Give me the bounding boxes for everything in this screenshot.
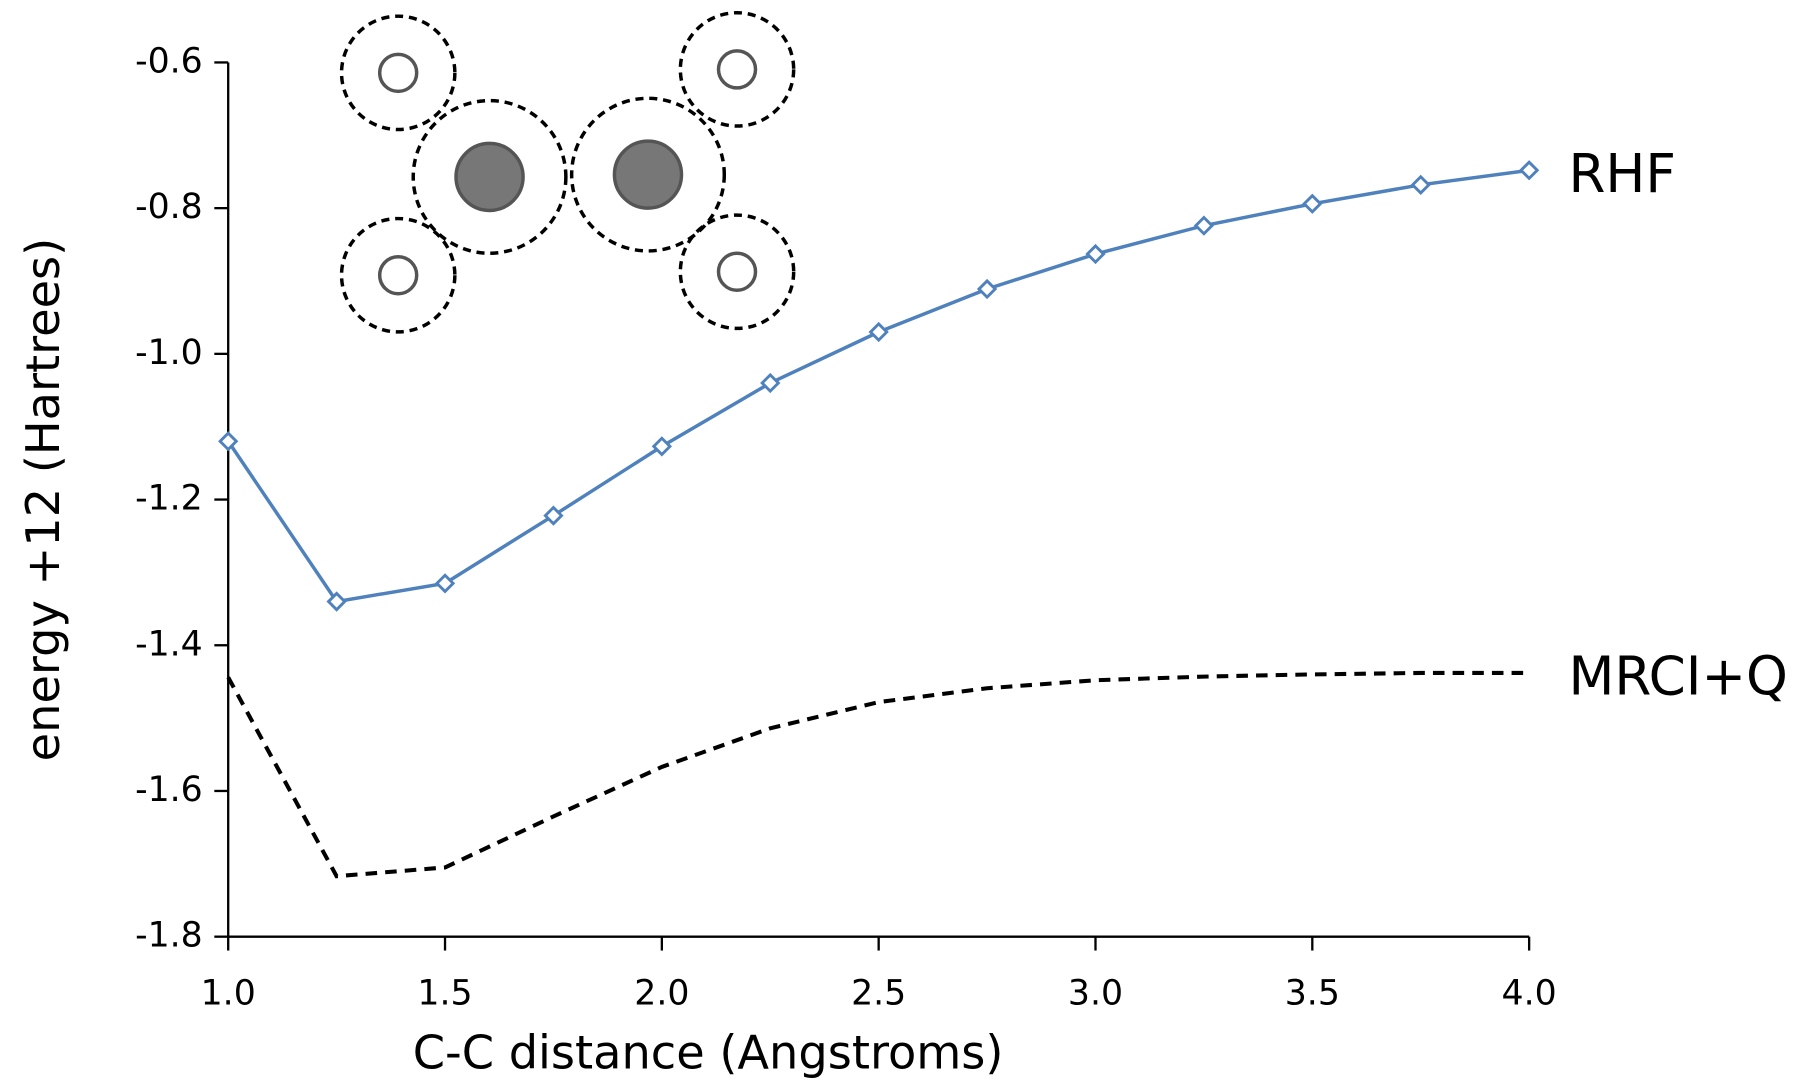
- point-marker: [1302, 193, 1323, 214]
- series-label: MRCI+Q: [1568, 646, 1787, 708]
- x-tick-label: 3.5: [1285, 973, 1340, 1013]
- orbital: [339, 216, 457, 334]
- y-tick-label: -1.0: [135, 333, 203, 373]
- point-marker: [1518, 160, 1540, 181]
- carbon-atom: [612, 139, 684, 210]
- series-label: RHF: [1568, 143, 1676, 205]
- orbital: [678, 10, 796, 128]
- orbital: [339, 14, 457, 132]
- molecule-diagram: [339, 10, 796, 334]
- point-marker: [976, 278, 998, 300]
- y-tick-label: -0.6: [135, 41, 203, 81]
- point-marker: [1085, 243, 1106, 265]
- hydrogen-atom: [377, 254, 419, 296]
- series-line: [226, 168, 1530, 604]
- x-tick-label: 3.0: [1068, 973, 1123, 1013]
- y-tick-label: -1.2: [135, 479, 203, 519]
- point-marker: [868, 321, 889, 343]
- point-marker: [760, 372, 781, 394]
- x-axis-title: C-C distance (Angstroms): [413, 1025, 1004, 1079]
- x-tick-label: 1.0: [201, 973, 256, 1013]
- x-tick-label: 4.0: [1502, 973, 1557, 1013]
- hydrogen-atom: [716, 49, 758, 90]
- point-marker: [218, 431, 239, 452]
- x-tick-label: 2.5: [851, 973, 906, 1013]
- orbital: [569, 96, 727, 253]
- hydrogen-atom: [716, 251, 758, 292]
- x-tick-label: 2.0: [634, 973, 689, 1013]
- point-marker: [1410, 174, 1431, 195]
- point-marker: [326, 591, 347, 612]
- y-axis-title: energy +12 (Hartrees): [16, 238, 70, 762]
- point-marker: [434, 573, 456, 594]
- point-marker: [1193, 215, 1215, 236]
- x-tick-label: 1.5: [417, 973, 472, 1013]
- point-marker: [651, 436, 672, 457]
- series-line: [226, 670, 1530, 879]
- y-tick-label: -1.8: [135, 916, 203, 956]
- carbon-atom: [454, 141, 525, 213]
- y-tick-label: -1.4: [135, 624, 203, 664]
- orbital: [678, 213, 796, 331]
- y-tick-label: -1.6: [135, 770, 203, 810]
- hydrogen-atom: [377, 52, 419, 94]
- y-tick-label: -0.8: [135, 187, 203, 227]
- point-marker: [543, 505, 564, 526]
- orbital: [411, 98, 568, 255]
